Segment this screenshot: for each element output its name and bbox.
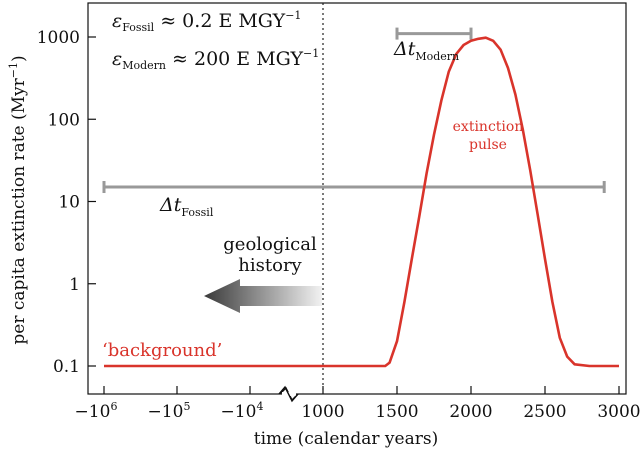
x-axis-ticks: −106 −105 −104 1000 1500 2000 2500 3000 — [75, 386, 641, 422]
axis-break-zigzag — [278, 385, 299, 403]
geo-label-line2: history — [238, 255, 302, 276]
y-tick-label: 0.1 — [53, 357, 80, 377]
x-tick-label: 1000 — [301, 402, 344, 422]
eps-fossil-label: εFossil ≈ 0.2 E MGY−1 — [112, 9, 301, 34]
x-tick-label: 3000 — [597, 402, 640, 422]
y-axis-ticks: 0.1 1 10 100 1000 — [37, 28, 96, 377]
geological-history-arrow — [204, 279, 322, 313]
interval-bar — [395, 27, 473, 40]
x-axis-title: time (calendar years) — [254, 429, 438, 449]
x-tick-label: 2000 — [449, 402, 492, 422]
plot-frame — [87, 2, 627, 395]
interval-bar — [102, 181, 606, 194]
dt-modern-label: ΔtModern — [393, 38, 459, 63]
interval-bars — [102, 27, 606, 194]
y-axis-title: per capita extinction rate (Myr−1) — [7, 55, 29, 344]
y-tick-label: 1000 — [37, 28, 80, 48]
extinction-rate-line — [104, 36, 619, 368]
x-tick-label: −105 — [148, 400, 191, 422]
pulse-label-line2: pulse — [469, 137, 507, 153]
y-tick-label: 1 — [69, 275, 80, 295]
dt-fossil-label: ΔtFossil — [159, 194, 214, 219]
x-tick-label: −106 — [75, 400, 118, 422]
eps-modern-label: εModern ≈ 200 E MGY−1 — [112, 47, 319, 72]
x-tick-label: 2500 — [523, 402, 566, 422]
x-tick-label: −104 — [221, 400, 264, 422]
y-tick-label: 10 — [58, 193, 80, 213]
geo-label-line1: geological — [223, 234, 317, 255]
x-tick-label: 1500 — [375, 402, 418, 422]
pulse-label-line1: extinction — [453, 119, 524, 135]
background-label: ‘background’ — [102, 340, 222, 361]
y-tick-label: 100 — [48, 110, 80, 130]
